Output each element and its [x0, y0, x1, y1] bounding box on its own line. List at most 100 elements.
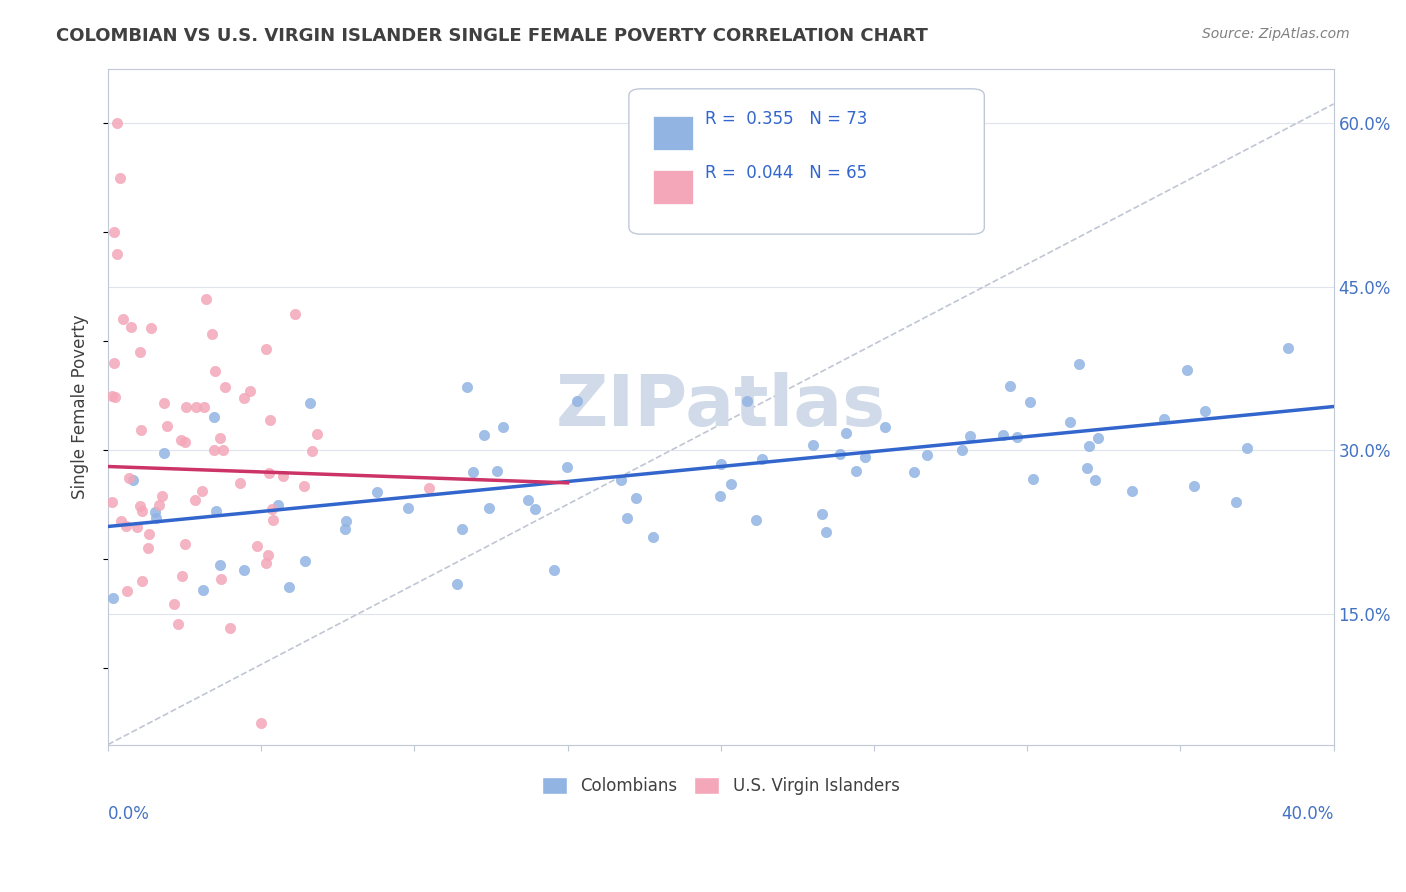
Point: [720, 477, 742, 491]
Point: [1153, 412, 1175, 426]
Point: [1059, 415, 1081, 429]
Point: [120, 320, 142, 334]
Point: [1022, 472, 1045, 486]
Point: [1277, 341, 1299, 355]
Point: [131, 574, 153, 589]
Point: [1121, 483, 1143, 498]
Point: [209, 572, 232, 586]
Point: [118, 471, 141, 485]
Point: [101, 495, 124, 509]
Point: [277, 580, 299, 594]
Point: [153, 395, 176, 409]
Point: [1084, 473, 1107, 487]
Point: [156, 418, 179, 433]
Point: [292, 479, 315, 493]
Point: [246, 539, 269, 553]
Point: [250, 715, 273, 730]
Text: R =  0.044   N = 65: R = 0.044 N = 65: [704, 164, 868, 182]
Point: [1175, 363, 1198, 377]
Point: [204, 363, 226, 377]
Point: [233, 563, 256, 577]
Point: [103, 356, 125, 370]
Point: [212, 442, 235, 457]
Point: [105, 247, 128, 261]
Point: [176, 400, 198, 414]
FancyBboxPatch shape: [654, 116, 693, 150]
Point: [191, 582, 214, 597]
Point: [129, 423, 152, 437]
Point: [478, 500, 501, 515]
Point: [998, 379, 1021, 393]
Point: [153, 446, 176, 460]
Point: [202, 409, 225, 424]
Point: [735, 393, 758, 408]
Point: [959, 428, 981, 442]
Point: [616, 511, 638, 525]
Point: [1005, 430, 1028, 444]
Point: [193, 400, 215, 414]
Point: [472, 427, 495, 442]
FancyBboxPatch shape: [628, 89, 984, 234]
Point: [1076, 461, 1098, 475]
Point: [1194, 404, 1216, 418]
Point: [903, 465, 925, 479]
Point: [257, 548, 280, 562]
Point: [259, 466, 281, 480]
Point: [101, 591, 124, 606]
Point: [194, 293, 217, 307]
Point: [643, 530, 665, 544]
Point: [1078, 439, 1101, 453]
Point: [815, 525, 838, 540]
Point: [485, 464, 508, 478]
Point: [299, 396, 322, 410]
Point: [853, 450, 876, 464]
Point: [259, 413, 281, 427]
Point: [205, 504, 228, 518]
Point: [770, 203, 793, 218]
Point: [1182, 479, 1205, 493]
Point: [1018, 395, 1040, 409]
Point: [167, 617, 190, 632]
Point: [186, 401, 208, 415]
Point: [127, 520, 149, 534]
Point: [101, 388, 124, 402]
Point: [233, 391, 256, 405]
Point: [1087, 431, 1109, 445]
Point: [875, 419, 897, 434]
Point: [811, 507, 834, 521]
Point: [115, 584, 138, 599]
Point: [105, 116, 128, 130]
Point: [129, 344, 152, 359]
Point: [709, 488, 731, 502]
Point: [366, 484, 388, 499]
Point: [396, 500, 419, 515]
Point: [751, 452, 773, 467]
Point: [148, 498, 170, 512]
Point: [745, 513, 768, 527]
Point: [202, 442, 225, 457]
Point: [333, 522, 356, 536]
Point: [271, 469, 294, 483]
Point: [239, 384, 262, 398]
Y-axis label: Single Female Poverty: Single Female Poverty: [72, 314, 89, 499]
Point: [991, 428, 1014, 442]
Point: [418, 481, 440, 495]
Point: [121, 473, 143, 487]
Point: [950, 442, 973, 457]
Point: [267, 498, 290, 512]
Point: [150, 489, 173, 503]
Text: R =  0.355   N = 73: R = 0.355 N = 73: [704, 111, 868, 128]
Point: [1236, 441, 1258, 455]
Point: [174, 434, 197, 449]
Point: [143, 505, 166, 519]
Point: [254, 557, 277, 571]
Point: [565, 394, 588, 409]
Point: [555, 460, 578, 475]
Point: [305, 427, 328, 442]
Point: [131, 503, 153, 517]
Point: [254, 342, 277, 356]
Legend: Colombians, U.S. Virgin Islanders: Colombians, U.S. Virgin Islanders: [534, 769, 908, 804]
Point: [170, 433, 193, 447]
Point: [845, 464, 868, 478]
FancyBboxPatch shape: [654, 169, 693, 203]
